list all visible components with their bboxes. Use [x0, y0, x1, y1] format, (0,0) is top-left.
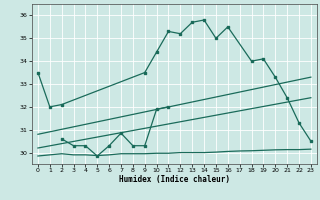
X-axis label: Humidex (Indice chaleur): Humidex (Indice chaleur) — [119, 175, 230, 184]
